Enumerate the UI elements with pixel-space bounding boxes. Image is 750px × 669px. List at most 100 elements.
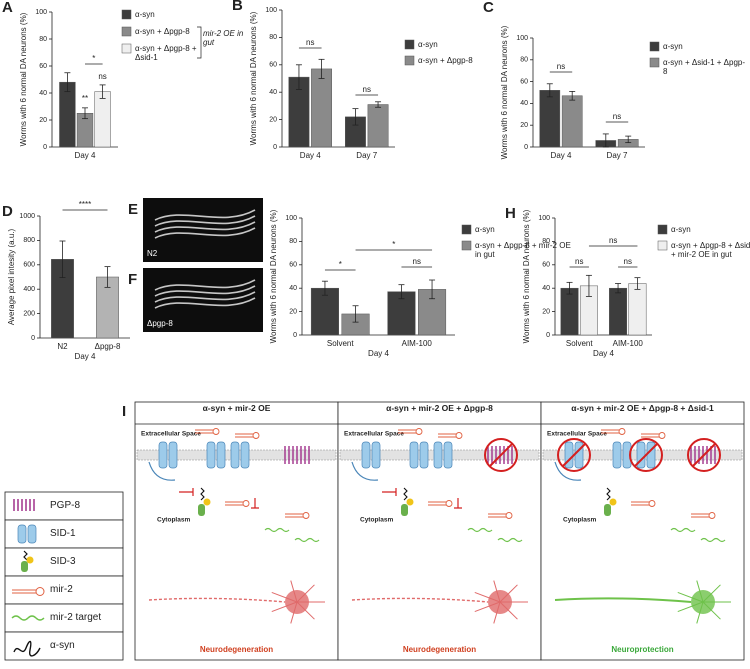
x-axis-label: Day 4 [593,349,614,358]
y-tick-label: 40 [520,100,528,107]
mir2 [212,428,220,435]
error-bar [546,83,553,98]
block-symbol [489,443,513,467]
block-symbol [687,438,721,472]
y-tick-label: 100 [285,215,297,222]
legend-label-box: PGP-8 [50,500,80,511]
error-bar [634,277,641,290]
legend-label-box: α-syn + Δpgp-8 + mir-2 OE in gut [475,241,571,259]
error-bar [569,91,576,101]
panel-letter: C [483,0,494,16]
neuron-dendrite [296,584,315,603]
neuron-dendrite [493,601,501,624]
y-tick-label: 1000 [19,213,35,220]
neuron-process [154,215,256,227]
asyn-icon [13,640,41,657]
inhibition [179,488,194,496]
panel-letter: I [122,403,126,420]
mir2 [601,429,619,434]
sid1 [443,441,453,469]
mir2 [658,432,666,439]
mir2 [235,433,253,438]
y-tick-label: 800 [23,237,35,244]
y-tick-label: 80 [542,238,550,245]
legend-swatch [404,39,415,50]
error-bar [318,58,325,79]
y-tick-label: 100 [516,35,528,42]
mir2-icon [35,587,45,596]
neuron-dendrite [677,601,704,613]
panel-letter: H [505,205,516,222]
legend-label: α-syn + Δpgp-8 + Δsid-1 [135,44,197,62]
bar [311,68,332,148]
sid1 [216,441,226,469]
legend-label: α-syn + Δsid-1 + Δpgp-8 [663,58,746,76]
significance-label: * [392,240,395,249]
legend-note: mir-2 OE in gut [203,29,244,47]
legend-label: α-syn + Δpgp-8 [418,56,473,65]
significance-label: ns [613,112,621,121]
neuron-process [154,279,256,291]
y-tick-label: 20 [542,308,550,315]
error-bar [398,284,405,300]
y-tick-label: 20 [520,122,528,129]
error-bar [602,133,609,148]
neuron-dendrite [702,584,721,603]
x-tick-label: Day 4 [551,151,572,160]
mir2 [302,512,310,519]
mir2 [285,513,303,518]
legend-label-box: α-syn [671,225,691,234]
y-tick-label: 100 [538,215,550,222]
mir2 [242,500,250,507]
mir2 [618,428,626,435]
significance-label: ns [575,257,583,266]
block-symbol [557,438,591,472]
significance-label: * [339,260,342,269]
error-bar [429,279,436,300]
mir2 [252,432,260,439]
legend-label: α-syn [135,10,155,19]
micrograph [143,198,263,262]
y-tick-label: 200 [23,310,35,317]
legend-label: α-syn + Δpgp-8 + Δsid-1 + mir-2 OE in gu… [671,241,750,259]
significance-label: * [92,54,95,63]
legend-swatch [649,41,660,52]
y-axis-label: Worms with 6 normal DA neurons (%) [19,12,28,146]
neuron-process [154,221,256,233]
neuron-dendrite [296,601,315,620]
error-bar [82,107,88,120]
error-bar [566,281,573,295]
bar [539,90,561,148]
legend-label-box: α-syn + Δpgp-8 [135,27,190,36]
neuron-axon [554,597,692,603]
error-bar [352,305,359,323]
legend-swatch [657,240,668,251]
membrane-bend [148,461,176,481]
x-tick-label: Day 7 [356,151,377,160]
legend-label-box: α-syn [475,225,495,234]
block-symbol [692,443,716,467]
significance-label: ns [306,38,314,47]
y-tick-label: 0 [273,144,277,151]
outcome-label: Neurodegeneration [403,645,476,654]
mir2 [708,512,716,519]
y-tick-label: 20 [289,308,297,315]
y-axis-label: Worms with 6 normal DA neurons (%) [522,209,531,343]
y-tick-label: 60 [289,262,297,269]
significance-label: ns [557,62,565,71]
y-axis-label: Average pixel intesity (a.u.) [7,228,16,325]
sid1 [168,441,178,469]
significance-label: ns [624,257,632,266]
error-bar [59,240,66,279]
y-tick-label: 40 [542,285,550,292]
neuron-process [154,227,256,239]
legend-swatch [121,9,132,20]
legend-label: α-syn + Δpgp-8 + mir-2 OE in gut [475,241,571,259]
neuron-dendrite [499,601,518,620]
sid3-icon [26,556,34,564]
y-tick-label: 0 [293,332,297,339]
error-bar [99,84,106,99]
sid3-icon [23,550,28,561]
column-frame [134,401,339,661]
